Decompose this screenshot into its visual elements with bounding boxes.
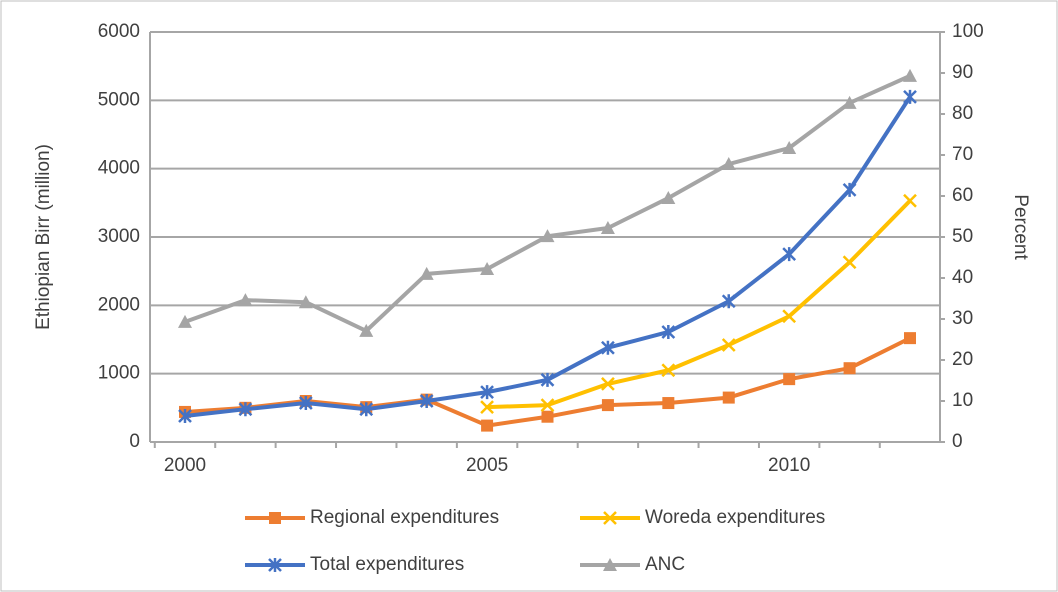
marker <box>600 220 615 234</box>
marker <box>419 394 434 408</box>
marker <box>721 294 736 309</box>
y2-tick-label: 70 <box>952 144 973 165</box>
marker <box>904 332 916 345</box>
y-tick-label: 2000 <box>98 294 140 315</box>
series-line <box>487 199 912 410</box>
legend-label: Regional expenditures <box>310 507 499 528</box>
x-tick-label: 2005 <box>466 455 508 476</box>
legend-label: Total expenditures <box>310 554 464 575</box>
y2-tick-label: 0 <box>952 431 963 452</box>
legend-marker <box>268 558 282 572</box>
y2-tick-label: 60 <box>952 185 973 206</box>
marker <box>238 402 253 417</box>
marker <box>298 295 313 309</box>
marker <box>722 391 735 404</box>
marker <box>782 309 797 324</box>
marker <box>903 68 917 82</box>
y2-tick-label: 10 <box>952 390 973 411</box>
marker <box>480 261 495 275</box>
marker <box>782 141 797 155</box>
y2-tick-label: 50 <box>952 226 973 247</box>
x-tick-label: 2010 <box>768 455 810 476</box>
y2-tick-label: 20 <box>952 349 973 370</box>
marker <box>842 255 857 270</box>
marker <box>480 400 494 415</box>
marker <box>481 419 494 432</box>
marker <box>661 363 676 378</box>
marker <box>540 398 555 412</box>
marker <box>903 193 917 208</box>
y2-tick-label: 30 <box>952 308 973 329</box>
y-axis-label: Ethiopian Birr (million) <box>33 144 54 330</box>
marker <box>782 247 797 262</box>
marker <box>903 89 917 104</box>
marker <box>721 157 736 171</box>
y-tick-label: 4000 <box>98 158 140 179</box>
marker <box>661 324 676 339</box>
marker <box>298 396 313 411</box>
legend-marker <box>269 512 281 524</box>
marker <box>419 266 434 280</box>
y-tick-label: 0 <box>129 431 140 452</box>
y2-tick-label: 100 <box>952 21 984 42</box>
legend-label: Woreda expenditures <box>645 507 825 528</box>
marker <box>178 409 192 424</box>
marker <box>783 373 796 386</box>
marker <box>662 397 675 410</box>
legend-label: ANC <box>645 554 685 575</box>
marker <box>721 338 736 352</box>
marker <box>540 229 555 243</box>
marker <box>842 182 857 197</box>
legend-marker <box>603 511 617 525</box>
marker <box>238 293 253 307</box>
y2-tick-label: 40 <box>952 267 973 288</box>
y-tick-label: 5000 <box>98 89 140 110</box>
marker <box>540 372 555 387</box>
y2-axis-label: Percent <box>1010 194 1031 260</box>
marker <box>601 340 615 355</box>
y2-tick-label: 90 <box>952 62 973 83</box>
marker <box>541 410 554 423</box>
x-tick-label: 2000 <box>164 455 206 476</box>
y-tick-label: 1000 <box>98 363 140 384</box>
marker <box>359 402 374 417</box>
marker <box>843 362 856 375</box>
y-tick-label: 3000 <box>98 226 140 247</box>
marker <box>601 399 614 412</box>
marker <box>480 385 494 400</box>
marker <box>178 314 192 328</box>
marker <box>601 377 615 391</box>
marker <box>661 191 676 205</box>
y2-tick-label: 80 <box>952 103 973 124</box>
legend-marker <box>603 558 617 571</box>
marker <box>842 95 857 109</box>
marker <box>359 323 374 337</box>
y-tick-label: 6000 <box>98 21 140 42</box>
